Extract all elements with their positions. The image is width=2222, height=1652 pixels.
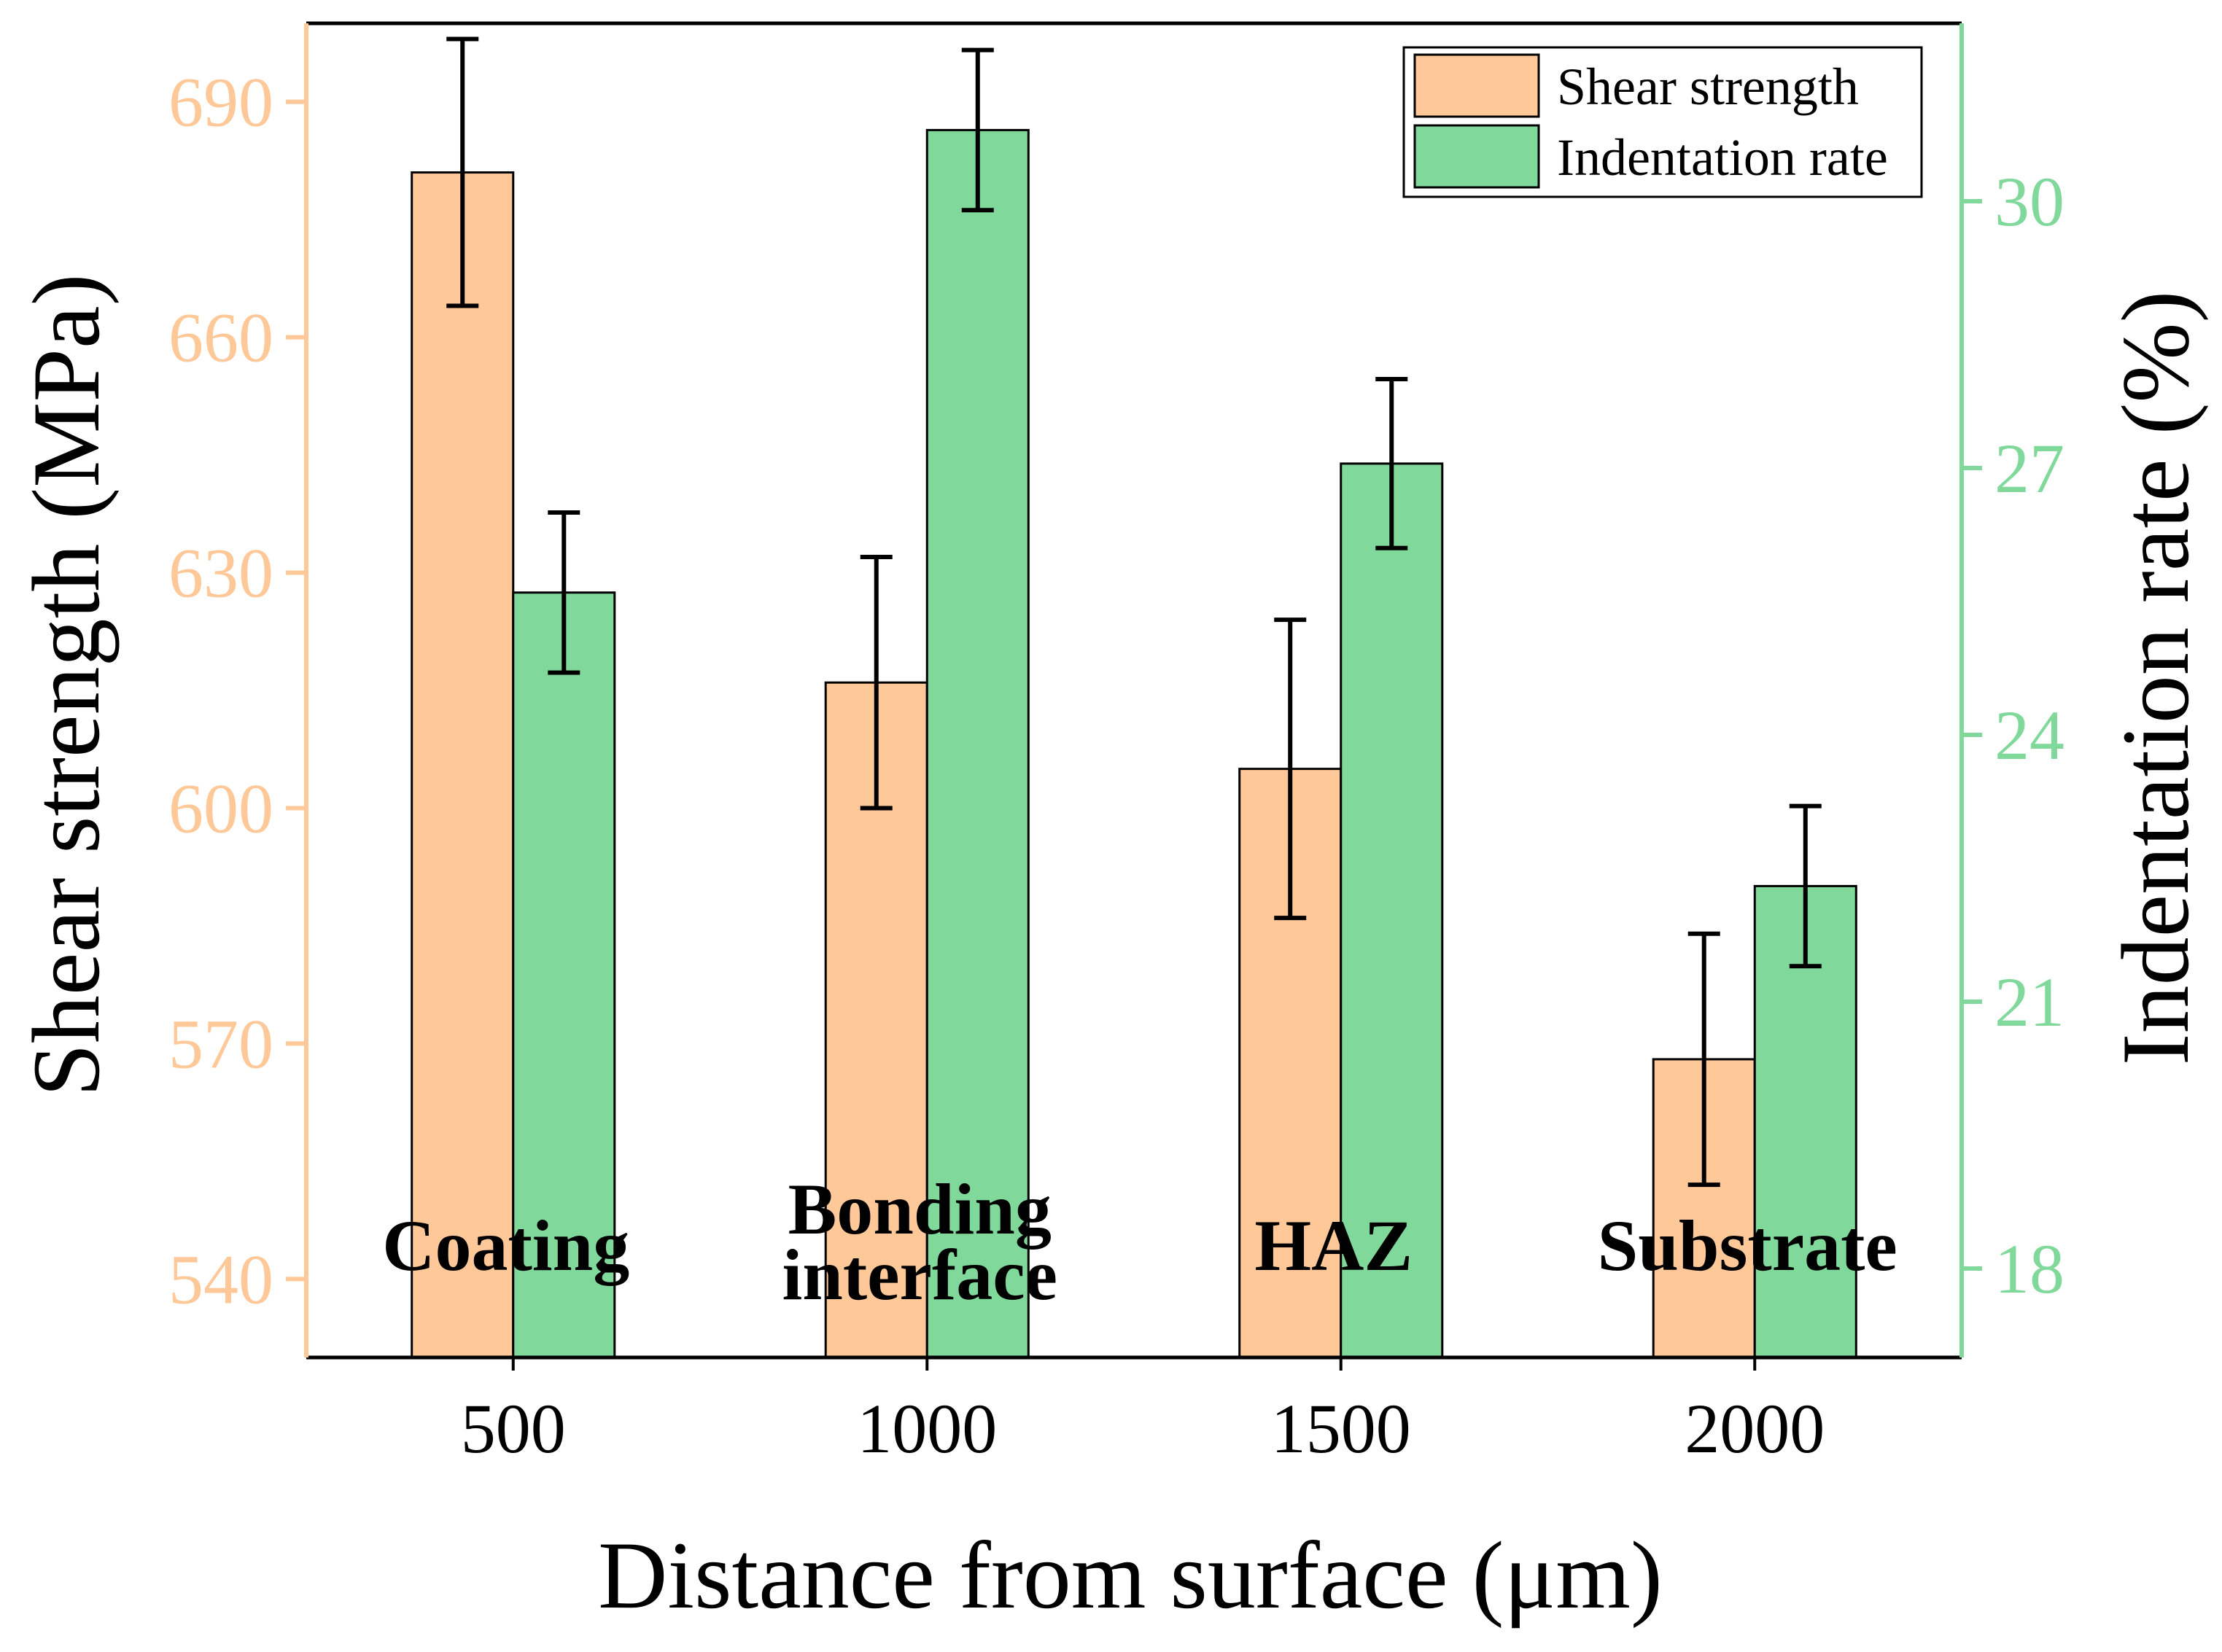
legend: Shear strength Indentation rate [1402, 46, 1923, 198]
y2-tick-label-24: 24 [1994, 696, 2064, 774]
axes-group [304, 21, 1964, 1360]
x-tick-label-2000: 2000 [1685, 1390, 1825, 1468]
legend-label-indentation-rate: Indentation rate [1557, 128, 1888, 187]
x-axis-title: Distance from surface (μm) [598, 1522, 1663, 1629]
y2-tick-label-27: 27 [1994, 429, 2064, 507]
y-axis-title: Shear strength (MPa) [12, 273, 120, 1096]
bars-group [411, 128, 1857, 1359]
y2-axis-title: Indentation rate (%) [2102, 291, 2209, 1066]
y-tick-label-690: 690 [168, 63, 273, 141]
y-tick-label-660: 660 [168, 299, 273, 377]
x-tick-label-1000: 1000 [857, 1390, 997, 1468]
bar-indentation-rate-500 [512, 591, 616, 1359]
ticks-group: 500 1000 1500 2000 540 570 600 630 660 690 18 21 24 2… [168, 63, 2064, 1468]
x-tick-label-1500: 1500 [1271, 1390, 1411, 1468]
legend-swatch-indentation-rate [1413, 124, 1540, 189]
y-tick-label-540: 540 [168, 1240, 273, 1318]
error-bars-group [446, 36, 1822, 1188]
y-tick-label-570: 570 [168, 1005, 273, 1083]
region-label-haz: HAZ [1254, 1205, 1413, 1286]
y2-tick-label-18: 18 [1994, 1230, 2064, 1308]
region-label-interface: interface [782, 1234, 1057, 1315]
legend-swatch-shear-strength [1413, 53, 1540, 118]
legend-label-shear-strength: Shear strength [1557, 58, 1859, 116]
y-tick-label-600: 600 [168, 769, 273, 847]
y2-tick-label-30: 30 [1994, 163, 2064, 241]
bar-shear-strength-500 [411, 171, 515, 1359]
bar-indentation-rate-1500 [1340, 462, 1444, 1359]
region-label-substrate: Substrate [1598, 1205, 1897, 1286]
x-tick-label-500: 500 [461, 1390, 566, 1468]
region-label-bonding: Bonding [788, 1169, 1052, 1250]
y-tick-label-630: 630 [168, 534, 273, 612]
y2-tick-label-21: 21 [1994, 963, 2064, 1041]
region-label-coating: Coating [382, 1205, 629, 1286]
